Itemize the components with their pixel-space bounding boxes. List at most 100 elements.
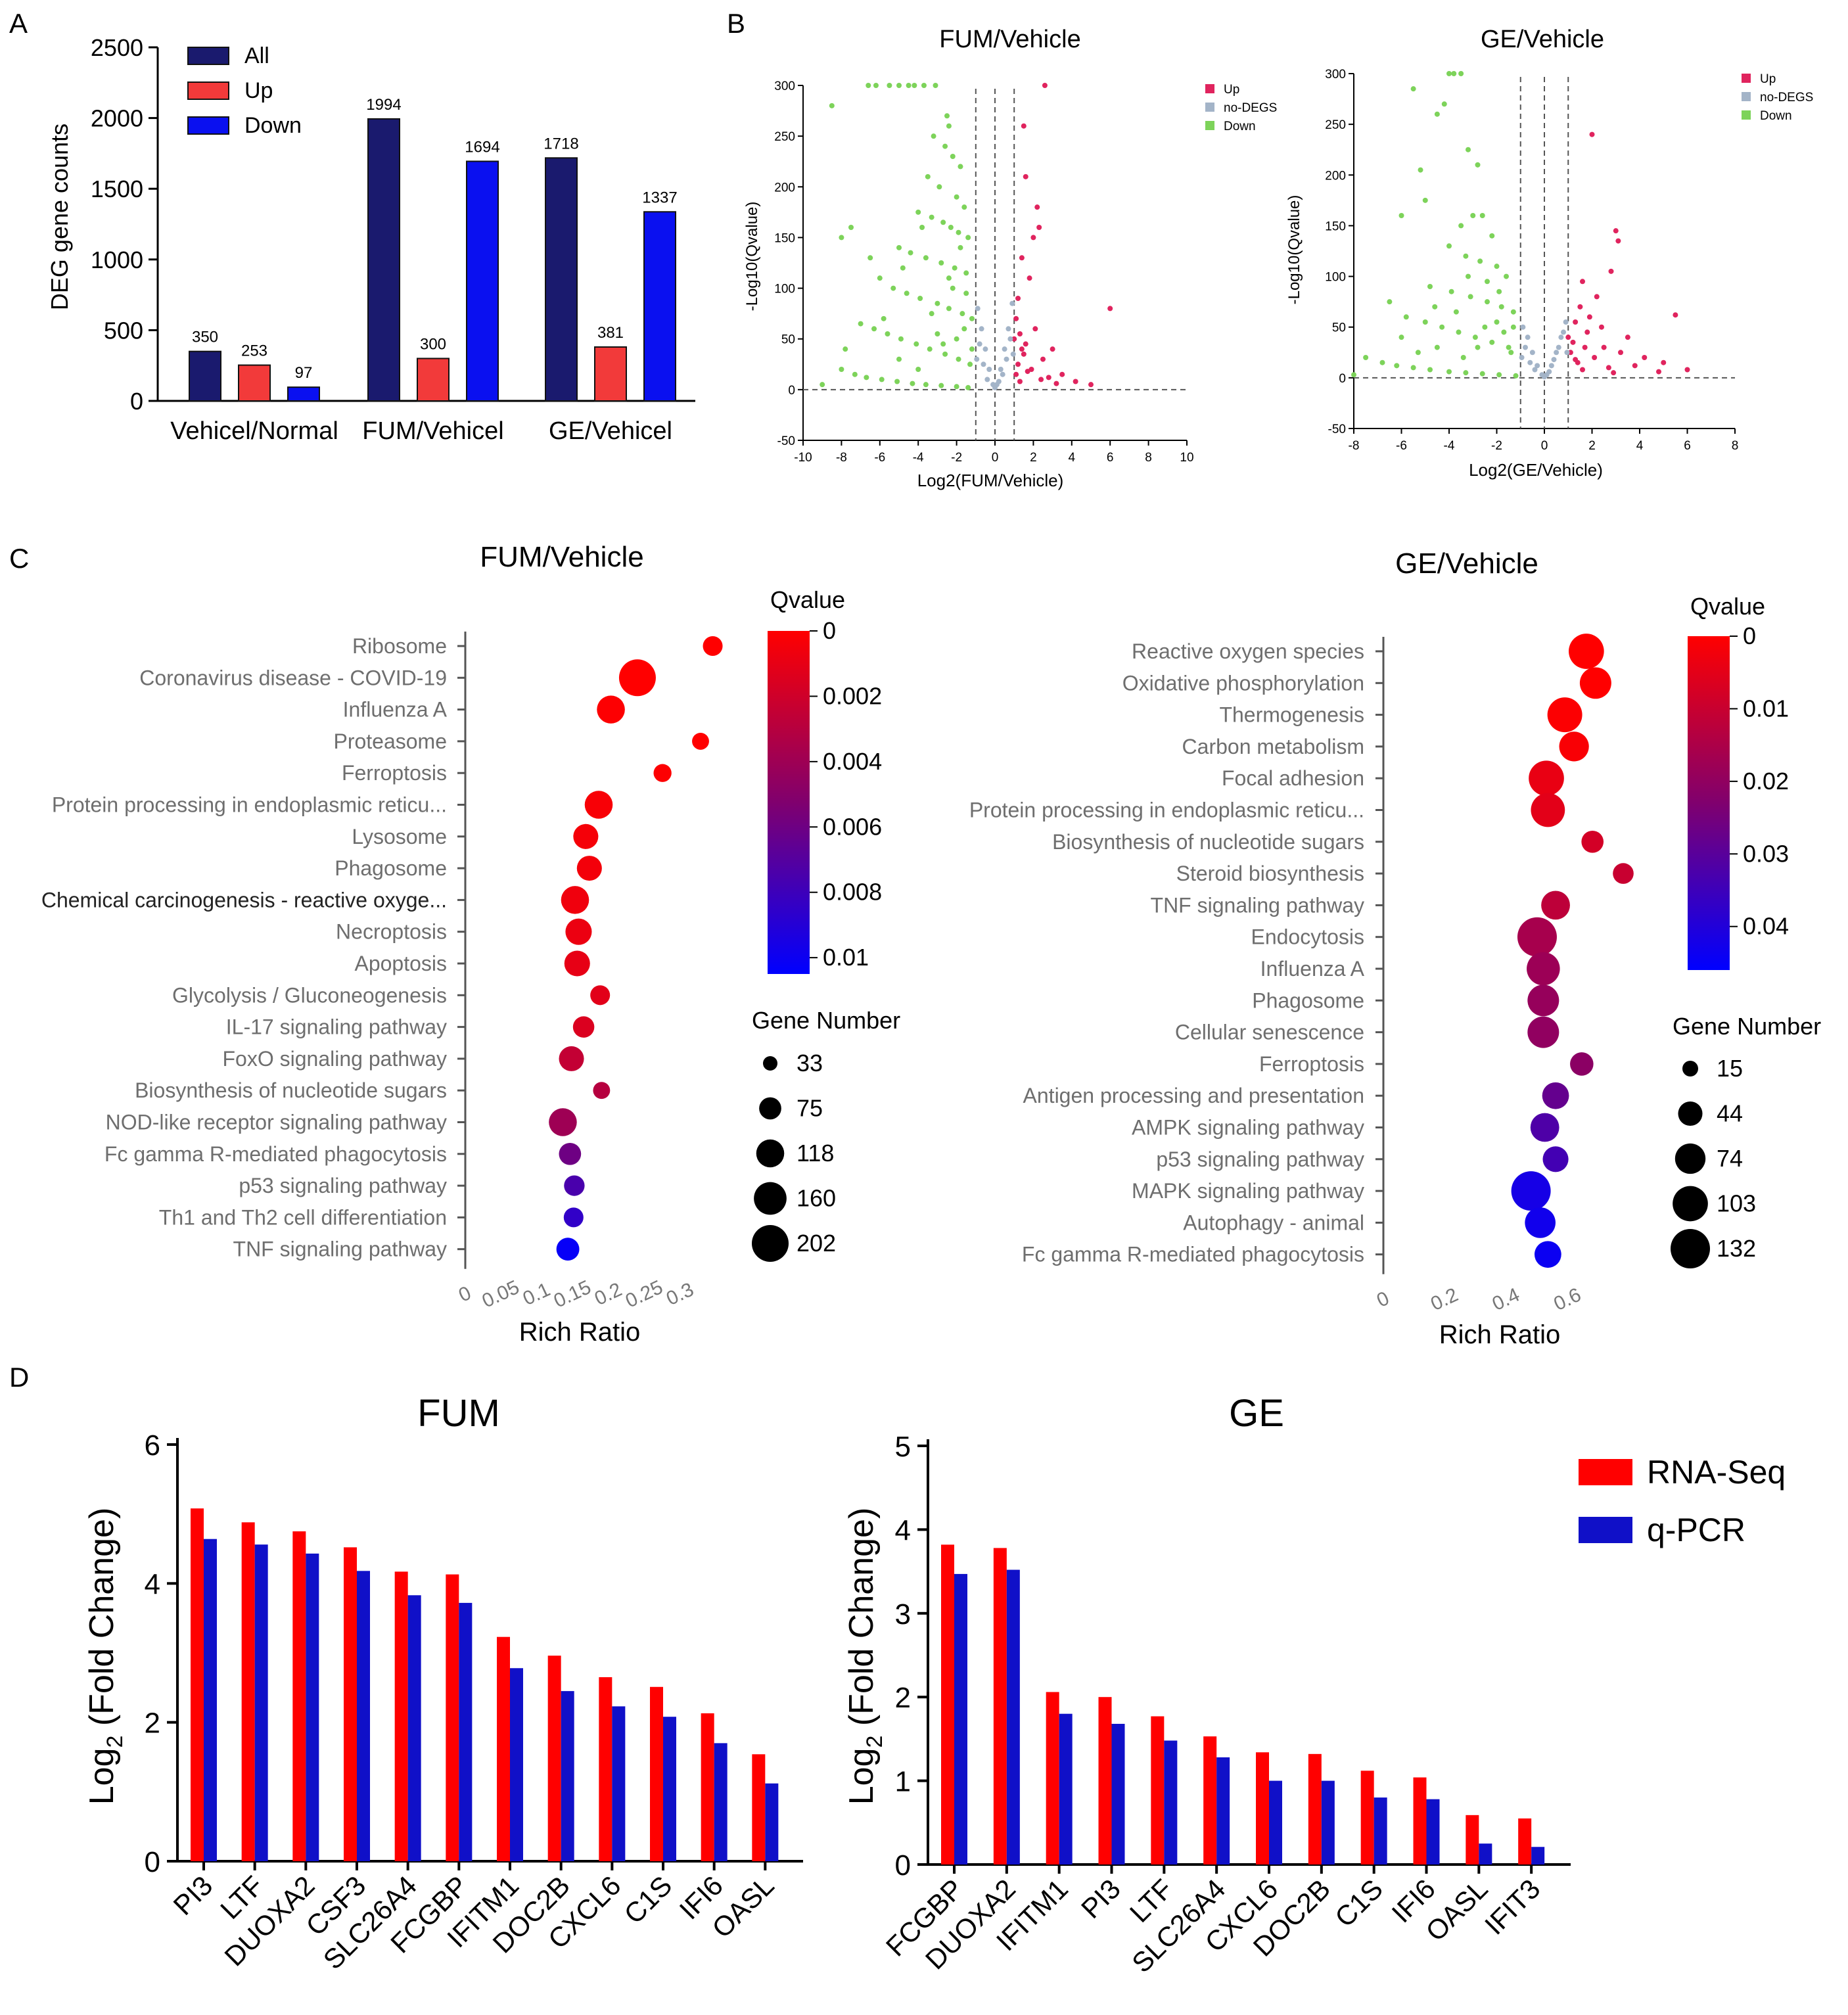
volcano-point — [1580, 279, 1585, 285]
c-pathway-label: Protein processing in endoplasmic reticu… — [969, 799, 1364, 822]
volcano-point — [1387, 299, 1393, 305]
d-bar — [407, 1595, 421, 1861]
c-bubble — [1530, 1113, 1559, 1142]
d-bar — [241, 1522, 255, 1861]
d-ytick-label: 4 — [895, 1514, 911, 1546]
volcano-point — [1625, 335, 1630, 340]
d-bar — [1479, 1843, 1492, 1864]
volcano-xtick-label: 4 — [1636, 439, 1644, 453]
volcano-point — [1656, 369, 1661, 375]
d-bar — [497, 1636, 510, 1861]
panel-c-fum-enrichment: FUM/Vehicle Rich Ratio Qvalue Gene Numbe… — [41, 541, 900, 1347]
volcano-point — [1523, 344, 1528, 350]
c-bubble — [1569, 634, 1604, 669]
d-legend-label: q-PCR — [1647, 1512, 1745, 1548]
volcano-point — [1496, 289, 1502, 294]
volcano-xtick-label: 4 — [1069, 451, 1076, 465]
volcano-xtick-label: -2 — [951, 451, 962, 465]
d-bar — [599, 1677, 612, 1861]
volcano-point — [1479, 213, 1485, 218]
c-bubble — [1529, 760, 1564, 797]
c-pathway-label: Phagosome — [1252, 988, 1364, 1012]
d-bar — [954, 1573, 967, 1864]
d-ytick-label: 1 — [895, 1766, 911, 1798]
volcano-point — [1427, 284, 1433, 289]
volcano-point — [1494, 264, 1500, 269]
c-bubble — [692, 732, 709, 750]
volcano-ytick-label: 50 — [781, 333, 795, 347]
c-pathway-label: Lysosome — [352, 825, 447, 848]
c1-size-label: Gene Number — [752, 1007, 900, 1034]
c-xtick-label: 0.25 — [622, 1276, 666, 1312]
d-ytick-label: 0 — [895, 1849, 911, 1882]
c-colorbar-label: 0.01 — [823, 944, 869, 971]
c-xtick-label: 0.6 — [1550, 1284, 1584, 1316]
panel-label-a: A — [9, 8, 28, 39]
volcano-point — [954, 194, 959, 200]
c-size-legend-circle — [754, 1182, 787, 1215]
d-bar — [306, 1553, 319, 1861]
volcano-point — [931, 133, 936, 139]
volcano-point — [1489, 233, 1495, 239]
d1-ylabel-sub: 2 — [103, 1736, 127, 1748]
volcano-point — [1456, 329, 1462, 335]
c-xtick-label: 0.05 — [479, 1276, 523, 1312]
volcano-point — [950, 154, 956, 159]
a-ytick-label: 1000 — [91, 246, 143, 273]
c-pathway-label: p53 signaling pathway — [1156, 1147, 1364, 1171]
panel-a-ylabel: DEG gene counts — [46, 124, 73, 310]
volcano-point — [963, 270, 969, 276]
c-pathway-label: Influenza A — [1260, 957, 1365, 981]
volcano-legend-swatch — [1742, 92, 1751, 101]
volcano-point — [958, 164, 963, 170]
a-bar — [189, 350, 221, 402]
a-bar-value-label: 1718 — [543, 135, 578, 152]
d-bar — [292, 1531, 306, 1861]
volcano-point — [1472, 335, 1478, 340]
d-bar — [1098, 1697, 1112, 1864]
c-pathway-label: Protein processing in endoplasmic reticu… — [52, 793, 447, 817]
volcano-point — [1002, 346, 1007, 352]
volcano-ytick-label: 100 — [774, 283, 795, 296]
a-bar-value-label: 1694 — [465, 138, 499, 156]
c-bubble — [584, 791, 613, 819]
volcano-point — [1684, 367, 1690, 373]
a-bar — [287, 386, 320, 402]
c2-xlabel: Rich Ratio — [1439, 1320, 1561, 1349]
a-bar-value-label: 253 — [241, 342, 267, 360]
volcano-point — [940, 220, 946, 225]
volcano-point — [935, 300, 940, 306]
volcano-point — [1030, 235, 1036, 241]
c-bubble — [564, 950, 590, 977]
volcano-point — [1410, 86, 1416, 92]
volcano-point — [996, 379, 1002, 384]
c-bubble — [559, 1142, 582, 1165]
d-ytick-label: 6 — [145, 1429, 160, 1462]
panel-d-ge-bar-chart: GE Log2 (Fold Change) 012345FCGBPDUOXA2I… — [843, 1392, 1786, 1978]
c-pathway-label: Proteasome — [333, 730, 447, 753]
c1-color-label: Qvalue — [770, 586, 845, 613]
volcano-point — [979, 326, 984, 332]
volcano-point — [1594, 294, 1600, 300]
c-pathway-label: Chemical carcinogenesis - reactive oxyge… — [41, 888, 447, 912]
volcano-point — [1363, 355, 1369, 360]
volcano-point — [1482, 324, 1488, 330]
d-bar — [993, 1548, 1007, 1864]
c-size-legend-circle — [1673, 1186, 1708, 1222]
c-size-legend-label: 132 — [1717, 1235, 1756, 1262]
c-bubble — [1541, 891, 1570, 920]
d-bar — [344, 1547, 357, 1861]
volcano-point — [913, 341, 919, 347]
d-bar — [561, 1691, 574, 1861]
c-bubble — [565, 918, 592, 945]
c-size-legend-label: 103 — [1717, 1190, 1756, 1217]
c-bubble — [1559, 731, 1589, 762]
volcano-point — [992, 384, 998, 390]
c-size-legend-circle — [1671, 1229, 1710, 1268]
c1-xlabel: Rich Ratio — [519, 1318, 641, 1347]
volcano-point — [1448, 289, 1454, 294]
volcano-point — [1460, 355, 1466, 360]
c-bubble — [572, 1016, 595, 1038]
volcano-point — [852, 371, 858, 377]
c-bubble — [1570, 1052, 1594, 1076]
